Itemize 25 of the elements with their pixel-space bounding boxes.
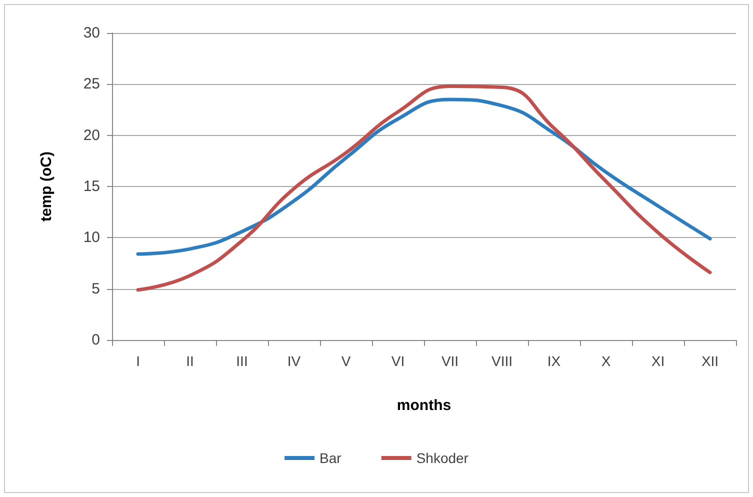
y-tick-label: 15 [83,178,100,195]
x-tick-label: II [186,353,194,369]
legend-label: Bar [320,450,342,466]
x-tick-label: III [236,353,248,369]
y-tick-label: 0 [92,332,100,348]
x-tick-label: IV [287,353,302,369]
y-tick-label: 30 [83,24,100,42]
y-tick-label: 25 [83,76,100,93]
x-tick-label: VI [391,353,405,369]
y-tick-label: 5 [92,280,100,298]
x-tick-label: X [601,353,612,369]
x-tick-label: I [136,353,140,369]
x-tick-label: V [341,353,352,369]
line-series [136,84,712,292]
x-tick-label: VII [441,353,459,369]
x-tick-label: XII [701,353,719,369]
x-axis-title: months [396,397,452,414]
y-tick-label: 10 [83,229,100,246]
y-axis-title: temp (oC) [38,152,55,222]
x-tick-label: VIII [491,353,513,369]
y-tick-label: 20 [83,126,100,144]
line-series [136,98,712,256]
legend-label: Shkoder [416,450,469,466]
x-tick-label: XI [651,353,665,369]
x-tick-label: IX [547,353,562,369]
